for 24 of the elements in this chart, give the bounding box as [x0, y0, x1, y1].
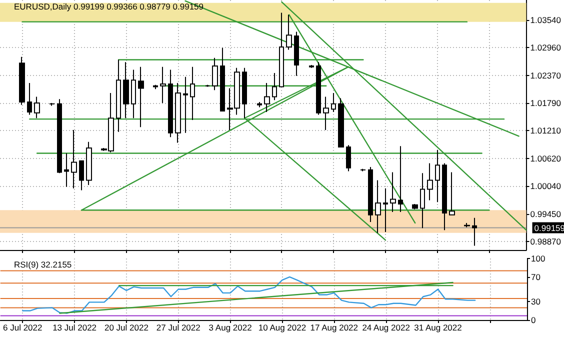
y-tick-label: 0.99450: [530, 208, 562, 219]
x-tick-label: 27 Jul 2022: [156, 322, 201, 332]
x-tick-label: 31 Aug 2022: [414, 322, 462, 332]
y-tick-label: 1.01790: [530, 98, 562, 108]
y-tick-label: 1.00620: [530, 153, 562, 164]
x-tick-label: 10 Aug 2022: [258, 322, 306, 332]
y-tick-label: 1.00040: [530, 180, 562, 191]
x-tick-label: 6 Jul 2022: [2, 322, 42, 332]
y-tick-label: 30: [531, 296, 541, 307]
x-tick-label: 24 Aug 2022: [362, 322, 410, 332]
x-tick-label: 17 Aug 2022: [310, 322, 358, 332]
y-tick-label: 100: [531, 254, 546, 264]
y-tick-label: 0: [531, 315, 536, 325]
y-tick-label: 1.01210: [530, 125, 562, 136]
chart-title: RSI(9) 32.2155: [14, 260, 72, 270]
x-tick-label: 20 Jul 2022: [104, 322, 149, 332]
y-tick-label: 70: [531, 272, 541, 282]
y-tick-label: 1.03540: [530, 14, 562, 25]
y-tick-label: 1.02370: [530, 70, 562, 80]
chart-title: EURUSD,Daily 0.99199 0.99366 0.98779 0.99159: [14, 2, 204, 12]
y-tick-label: 1.02960: [530, 42, 562, 52]
x-tick-label: 3 Aug 2022: [208, 322, 252, 332]
x-tick-label: 13 Jul 2022: [52, 322, 97, 332]
y-tick-label: 0.98870: [530, 236, 562, 246]
